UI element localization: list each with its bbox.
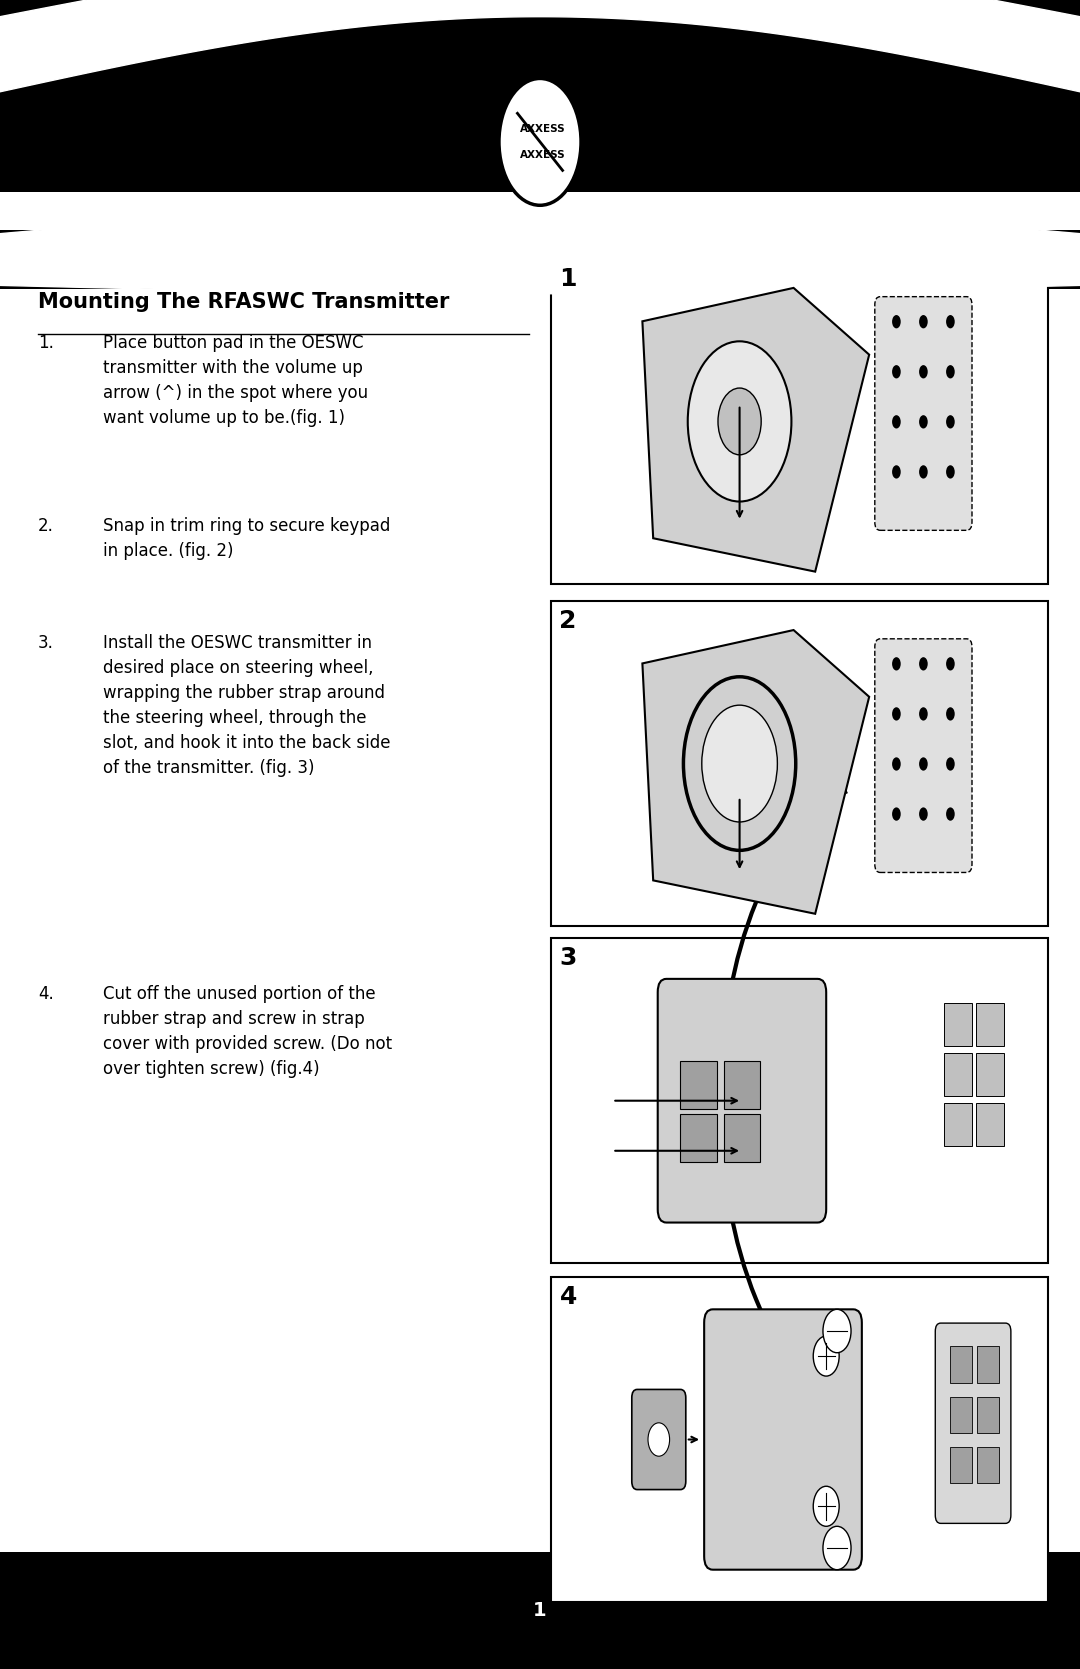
FancyBboxPatch shape — [680, 1115, 717, 1163]
FancyBboxPatch shape — [950, 1397, 972, 1434]
FancyBboxPatch shape — [724, 1061, 760, 1110]
Text: AXXESS: AXXESS — [521, 124, 566, 134]
Text: Place button pad in the OESWC
transmitter with the volume up
arrow (^) in the sp: Place button pad in the OESWC transmitte… — [103, 334, 367, 427]
FancyBboxPatch shape — [0, 0, 1080, 192]
FancyBboxPatch shape — [551, 601, 1048, 926]
Circle shape — [919, 466, 928, 479]
Circle shape — [892, 808, 901, 821]
FancyBboxPatch shape — [724, 1115, 760, 1163]
Circle shape — [892, 315, 901, 329]
Text: Snap in trim ring to secure keypad
in place. (fig. 2): Snap in trim ring to secure keypad in pl… — [103, 517, 390, 561]
Circle shape — [946, 416, 955, 429]
Circle shape — [919, 808, 928, 821]
Text: 4: 4 — [559, 1285, 577, 1308]
FancyBboxPatch shape — [875, 639, 972, 873]
Circle shape — [892, 466, 901, 479]
Circle shape — [946, 808, 955, 821]
Circle shape — [946, 366, 955, 379]
FancyBboxPatch shape — [551, 259, 1048, 584]
Circle shape — [946, 658, 955, 671]
FancyBboxPatch shape — [976, 1003, 1004, 1046]
Text: 3.: 3. — [38, 634, 54, 653]
FancyBboxPatch shape — [944, 1003, 972, 1046]
Circle shape — [813, 1487, 839, 1525]
FancyBboxPatch shape — [976, 1103, 1004, 1147]
Circle shape — [823, 1525, 851, 1569]
Text: 1: 1 — [534, 1601, 546, 1621]
FancyBboxPatch shape — [950, 1347, 972, 1384]
Text: AXXESS: AXXESS — [521, 150, 566, 160]
FancyBboxPatch shape — [658, 978, 826, 1223]
Text: Install the OESWC transmitter in
desired place on steering wheel,
wrapping the r: Install the OESWC transmitter in desired… — [103, 634, 390, 778]
FancyBboxPatch shape — [976, 1053, 1004, 1097]
Text: 1.: 1. — [38, 334, 54, 352]
Circle shape — [946, 758, 955, 771]
FancyBboxPatch shape — [0, 1552, 1080, 1669]
Text: Mounting The RFASWC Transmitter: Mounting The RFASWC Transmitter — [38, 292, 449, 312]
FancyBboxPatch shape — [977, 1447, 999, 1484]
FancyBboxPatch shape — [977, 1347, 999, 1384]
Circle shape — [892, 658, 901, 671]
FancyBboxPatch shape — [551, 1277, 1048, 1602]
Circle shape — [892, 416, 901, 429]
Circle shape — [892, 758, 901, 771]
Text: 3: 3 — [559, 946, 577, 970]
Circle shape — [823, 1308, 851, 1352]
FancyBboxPatch shape — [935, 1324, 1011, 1524]
Circle shape — [892, 366, 901, 379]
FancyBboxPatch shape — [632, 1389, 686, 1490]
FancyBboxPatch shape — [944, 1053, 972, 1097]
FancyBboxPatch shape — [704, 1308, 862, 1569]
FancyBboxPatch shape — [680, 1061, 717, 1110]
Circle shape — [648, 1422, 670, 1455]
FancyBboxPatch shape — [950, 1447, 972, 1484]
Text: 2.: 2. — [38, 517, 54, 536]
Circle shape — [813, 1335, 839, 1375]
Polygon shape — [0, 204, 1080, 294]
Circle shape — [919, 658, 928, 671]
FancyBboxPatch shape — [875, 297, 972, 531]
Circle shape — [919, 315, 928, 329]
Polygon shape — [0, 0, 1080, 92]
Circle shape — [718, 389, 761, 456]
Circle shape — [499, 78, 581, 205]
Circle shape — [688, 340, 792, 502]
Circle shape — [919, 366, 928, 379]
Circle shape — [919, 758, 928, 771]
Circle shape — [919, 416, 928, 429]
Circle shape — [919, 708, 928, 721]
Circle shape — [946, 708, 955, 721]
Circle shape — [702, 706, 778, 821]
Text: 2: 2 — [559, 609, 577, 633]
FancyBboxPatch shape — [551, 938, 1048, 1263]
Circle shape — [892, 708, 901, 721]
Polygon shape — [643, 289, 869, 571]
Text: 4.: 4. — [38, 985, 54, 1003]
Circle shape — [946, 466, 955, 479]
FancyBboxPatch shape — [977, 1397, 999, 1434]
FancyBboxPatch shape — [0, 230, 1080, 289]
Polygon shape — [643, 631, 869, 915]
Text: Cut off the unused portion of the
rubber strap and screw in strap
cover with pro: Cut off the unused portion of the rubber… — [103, 985, 392, 1078]
Text: 1: 1 — [559, 267, 577, 290]
Circle shape — [946, 315, 955, 329]
FancyBboxPatch shape — [944, 1103, 972, 1147]
